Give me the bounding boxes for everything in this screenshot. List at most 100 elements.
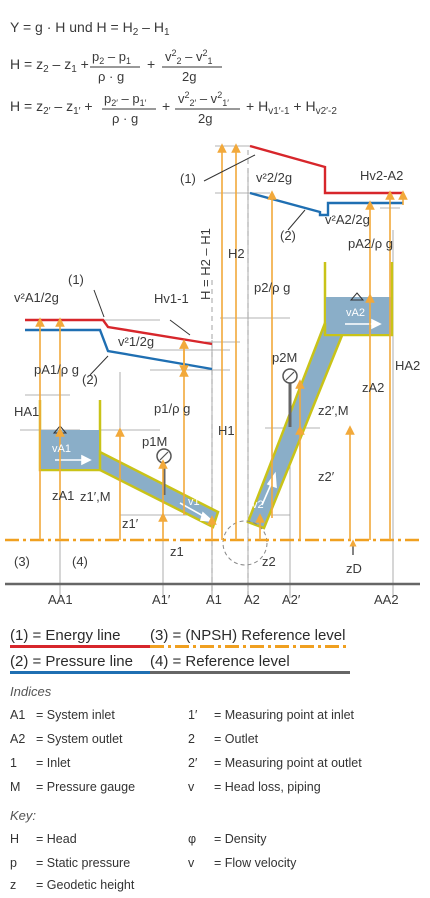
label-v1-2g: v²1/2g	[118, 334, 154, 349]
svg-text:+: +	[162, 98, 170, 114]
svg-text:v22 – v21: v22 – v21	[165, 48, 213, 66]
gauge-outlet	[282, 368, 298, 427]
label-A1: A1	[206, 592, 222, 607]
inlet-tank-fluid	[41, 430, 99, 469]
svg-text:2g: 2g	[198, 111, 212, 126]
legend-reference-swatch	[150, 671, 350, 674]
label-z1M: z1′,M	[80, 489, 111, 504]
label-vA1-2g: v²A1/2g	[14, 290, 59, 305]
leader-1-top	[203, 154, 256, 182]
label-v2: v2	[252, 499, 264, 511]
svg-text:p2 – p1: p2 – p1	[92, 49, 131, 66]
legend-pressure-line: (2) = Pressure line	[10, 652, 150, 674]
label-p2-rhog: p2/ρ g	[254, 280, 290, 295]
label-marker-1-top: (1)	[180, 171, 196, 186]
legend-reference-line: (4) = Reference level	[150, 652, 350, 674]
legend-energy-label: (1) = Energy line	[10, 627, 121, 644]
index-row: A1 = System inlet	[10, 708, 115, 722]
label-v2-2g: v²2/2g	[256, 170, 292, 185]
formula-block: Y = g · H und H = H2 – H1 H = z2 – z1 + …	[10, 19, 337, 126]
label-pA2-rhog: pA2/ρ g	[348, 236, 393, 251]
label-p1-rhog: p1/ρ g	[154, 401, 190, 416]
label-HA2: HA2	[395, 358, 420, 373]
label-z2: z2	[262, 554, 276, 569]
indices-title: Indices	[10, 684, 52, 699]
key-row: p = Static pressure	[10, 856, 131, 870]
legend-energy-swatch	[10, 645, 150, 648]
index-row: 1′ = Measuring point at inlet	[188, 708, 355, 722]
key-row: v = Flow velocity	[188, 856, 297, 870]
legend-energy-line: (1) = Energy line	[10, 626, 150, 648]
label-Hv11: Hv1-1	[154, 291, 189, 306]
index-row: 2 = Outlet	[188, 732, 259, 746]
label-marker-4: (4)	[72, 554, 88, 569]
label-p1M: p1M	[142, 434, 167, 449]
legend-pressure-label: (2) = Pressure line	[10, 653, 133, 670]
label-marker-2-left: (2)	[82, 372, 98, 387]
label-z1: z1	[170, 544, 184, 559]
leader-2-top	[287, 209, 306, 231]
key-row: φ = Density	[188, 832, 267, 846]
formula-3: H = z2′ – z1′ + p2′ – p1′ ρ · g + v22′ –…	[10, 90, 337, 126]
flow-arrow-v2	[261, 481, 273, 506]
label-H1: H1	[218, 423, 235, 438]
label-zA1: zA1	[52, 488, 74, 503]
head-diagram: (1) (2) (1) (2) (3) (4) H = H2 – H1 H2 H…	[5, 143, 420, 607]
label-A2: A2	[244, 592, 260, 607]
legend: (1) = Energy line (3) = (NPSH) Reference…	[10, 626, 420, 682]
legend-pressure-swatch	[10, 671, 150, 674]
label-z1p: z1′	[122, 516, 139, 531]
label-A1p: A1′	[152, 592, 171, 607]
label-v1: v1	[188, 496, 200, 508]
index-row: M = Pressure gauge	[10, 780, 136, 794]
index-row: A2 = System outlet	[10, 732, 123, 746]
formula-2: H = z2 – z1 + p2 – p1 ρ · g + v22 – v21 …	[10, 48, 222, 84]
label-H2: H2	[228, 246, 245, 261]
pump-circle	[222, 520, 268, 566]
leader-2-left	[89, 355, 109, 376]
index-row: 1 = Inlet	[10, 756, 71, 770]
label-AA2: AA2	[374, 592, 399, 607]
legend-reference-label: (4) = Reference level	[150, 653, 290, 670]
water-level-outlet-icon	[349, 292, 365, 301]
svg-text:ρ · g: ρ · g	[98, 69, 124, 84]
label-z2p: z2′	[318, 469, 335, 484]
svg-text:H = z2′ – z1′ +: H = z2′ – z1′ +	[10, 98, 93, 117]
svg-text:+ Hv1′-1 + Hv2′-2: + Hv1′-1 + Hv2′-2	[246, 98, 337, 117]
label-HA1: HA1	[14, 404, 39, 419]
label-pA1-rhog: pA1/ρ g	[34, 362, 79, 377]
label-h-equation: H = H2 – H1	[198, 228, 213, 300]
svg-text:ρ · g: ρ · g	[112, 111, 138, 126]
label-p2M: p2M	[272, 350, 297, 365]
leader-hv11	[169, 319, 191, 336]
label-marker-3: (3)	[14, 554, 30, 569]
label-z2M: z2′,M	[318, 403, 349, 418]
label-zA2: zA2	[362, 380, 384, 395]
label-AA1: AA1	[48, 592, 73, 607]
label-Hv2A2: Hv2-A2	[360, 168, 403, 183]
label-marker-2-top: (2)	[280, 228, 296, 243]
label-marker-1-left: (1)	[68, 272, 84, 287]
key-row: H = Head	[10, 832, 77, 846]
svg-text:2g: 2g	[182, 69, 196, 84]
index-row: 2′ = Measuring point at outlet	[188, 756, 362, 770]
label-vA1: vA1	[52, 443, 71, 455]
svg-text:p2′ – p1′: p2′ – p1′	[104, 91, 147, 108]
leader-1-left	[93, 289, 105, 318]
legend-npsh-line: (3) = (NPSH) Reference level	[150, 626, 350, 648]
key-row: z = Geodetic height	[10, 878, 135, 892]
formula-1: Y = g · H und H = H2 – H1	[10, 19, 170, 38]
legend-npsh-label: (3) = (NPSH) Reference level	[150, 627, 346, 644]
legend-npsh-swatch	[150, 645, 350, 648]
pressure-line	[25, 191, 403, 371]
label-vA2: vA2	[346, 307, 365, 319]
svg-text:+: +	[147, 56, 155, 72]
label-A2p: A2′	[282, 592, 301, 607]
label-vA2-2g: v²A2/2g	[325, 212, 370, 227]
key-title: Key:	[10, 808, 37, 823]
svg-text:H = z2 – z1 +: H = z2 – z1 +	[10, 56, 89, 75]
dimension-arrows	[35, 143, 408, 540]
svg-text:v22′ – v21′: v22′ – v21′	[178, 90, 229, 108]
outlet-tank-fluid	[326, 297, 391, 334]
inlet-pipe	[98, 449, 220, 529]
